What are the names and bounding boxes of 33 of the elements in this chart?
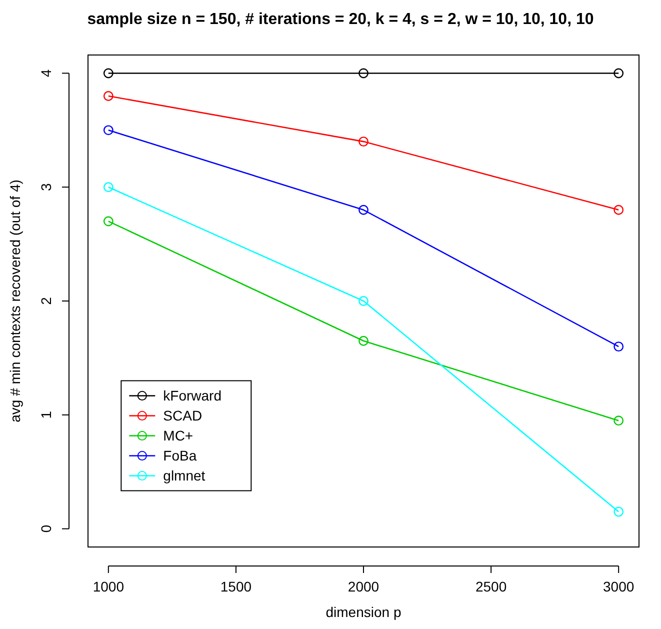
chart-title: sample size n = 150, # iterations = 20, k = 4, s = 2, w = 10, 10, 10, 10 [87,11,594,28]
x-tick-label: 1500 [220,578,252,594]
point [103,91,114,101]
legend-label: glmnet [163,468,206,484]
legend-label: FoBa [163,448,197,464]
y-tick-label: 0 [38,524,54,533]
point [103,216,114,226]
point [358,204,368,215]
point [358,336,368,346]
y-axis-title: avg # min contexts recovered (out of 4) [7,180,23,422]
y-tick-label: 1 [38,410,54,419]
legend-label: kForward [163,388,222,404]
point [358,136,368,147]
point [614,204,624,215]
x-tick-label: 1000 [92,578,124,594]
point [358,296,368,306]
y-tick-label: 3 [38,183,54,192]
x-axis-title: dimension p [326,604,402,620]
x-tick-label: 2000 [348,578,380,594]
point [103,182,114,192]
point [358,68,368,78]
point [103,68,114,78]
point [103,125,114,136]
point [614,506,624,517]
x-tick-label: 3000 [603,578,634,594]
y-tick-label: 2 [38,296,54,305]
point [614,416,624,426]
x-tick-label: 2500 [475,578,507,594]
legend-label: MC+ [163,428,194,444]
point [614,342,624,352]
y-tick-label: 4 [38,69,54,78]
point [614,68,624,78]
legend-label: SCAD [163,408,202,424]
